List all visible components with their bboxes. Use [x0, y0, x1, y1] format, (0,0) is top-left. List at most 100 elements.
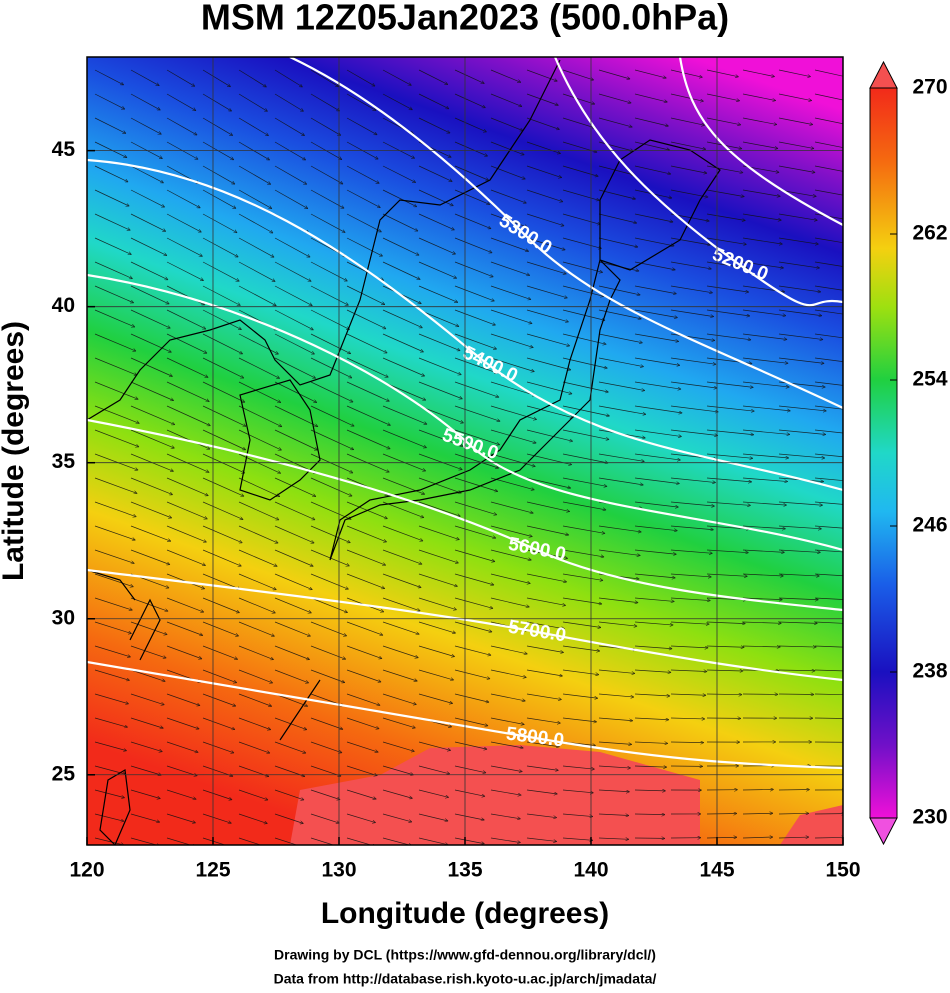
wind-arrow [238, 93, 268, 111]
wind-arrow [274, 309, 313, 331]
wind-arrow [598, 525, 641, 532]
wind-arrow [346, 741, 378, 752]
wind-arrow [526, 285, 568, 298]
wind-arrow [418, 237, 456, 254]
wind-arrow [778, 453, 825, 458]
wind-arrow [490, 333, 533, 348]
wind-arrow [742, 333, 787, 339]
wind-arrow [490, 597, 529, 607]
wind-arrow [670, 261, 712, 269]
wind-arrow [166, 501, 207, 519]
wind-vectors [94, 69, 843, 845]
wind-arrow [130, 117, 161, 135]
wind-arrow [778, 597, 818, 600]
wind-arrow [670, 501, 715, 506]
wind-arrow [202, 693, 236, 706]
wind-arrow [562, 309, 605, 320]
wind-arrow [778, 837, 809, 838]
wind-arrow [742, 405, 790, 411]
wind-arrow [454, 621, 492, 632]
wind-arrow [418, 621, 456, 633]
wind-arrow [562, 501, 606, 510]
wind-arrow [562, 621, 601, 628]
wind-arrow [454, 309, 496, 325]
wind-arrow [670, 69, 703, 77]
y-axis-label: Latitude (degrees) [0, 321, 30, 581]
wind-arrow [814, 237, 843, 244]
wind-arrow [166, 477, 208, 496]
wind-arrow [310, 477, 352, 496]
wind-arrow [202, 453, 245, 473]
wind-arrow [202, 333, 243, 355]
wind-arrow [670, 141, 706, 149]
wind-arrow [706, 237, 747, 244]
wind-arrow [778, 237, 819, 244]
wind-arrow [166, 813, 196, 823]
wind-arrow [310, 93, 340, 111]
wind-arrow [346, 621, 383, 635]
wind-arrow [742, 549, 785, 552]
wind-arrow [274, 525, 314, 543]
wind-arrow [454, 213, 491, 229]
wind-arrow [166, 525, 207, 542]
wind-arrow [94, 477, 137, 493]
wind-arrow [454, 357, 498, 373]
contour-line [553, 57, 843, 307]
wind-arrow [598, 765, 631, 768]
wind-arrow [490, 717, 524, 724]
wind-arrow [454, 813, 484, 820]
wind-arrow [418, 213, 455, 230]
wind-arrow [238, 261, 275, 282]
wind-arrow [706, 429, 754, 435]
wind-arrow [598, 213, 637, 223]
wind-arrow [742, 141, 778, 149]
wind-arrow [346, 549, 386, 565]
wind-arrow [634, 717, 669, 720]
wind-arrow [598, 597, 638, 603]
wind-arrow [166, 117, 197, 135]
wind-arrow [310, 117, 341, 135]
wind-arrow [562, 765, 595, 769]
wind-arrow [130, 789, 160, 799]
colorbar-tick-label: 270 [912, 76, 947, 99]
wind-arrow [202, 429, 246, 450]
wind-arrow [490, 93, 522, 107]
wind-arrow [310, 837, 340, 845]
wind-arrow [346, 405, 391, 425]
x-tick-label: 135 [447, 859, 482, 882]
wind-arrow [778, 573, 820, 576]
wind-arrow [526, 813, 557, 818]
wind-arrow [418, 789, 449, 797]
wind-arrow [166, 333, 207, 353]
wind-arrow [202, 549, 241, 566]
wind-arrow [346, 813, 376, 823]
wind-arrow [238, 429, 282, 450]
title: MSM 12Z05Jan2023 (500.0hPa) [201, 0, 729, 38]
wind-arrow [598, 717, 633, 721]
wind-arrow [598, 789, 630, 792]
wind-arrow [238, 237, 274, 257]
y-tick-label: 45 [52, 138, 76, 161]
wind-arrow [490, 405, 537, 420]
wind-arrow [418, 357, 461, 375]
wind-arrow [238, 645, 274, 660]
wind-arrow [814, 717, 843, 719]
axes: 120 125 130 135 140 145 150 25 30 35 40 45 [52, 138, 861, 881]
wind-arrow [166, 837, 196, 845]
wind-arrow [562, 213, 601, 224]
wind-arrow [454, 501, 497, 515]
wind-arrow [598, 237, 638, 247]
wind-arrow [526, 165, 562, 178]
wind-arrow [526, 477, 571, 488]
wind-arrow [742, 357, 788, 363]
wind-arrow [454, 549, 495, 562]
wind-arrow [274, 501, 315, 520]
coastline [329, 258, 621, 561]
wind-arrow [274, 597, 312, 613]
wind-arrow [346, 693, 380, 705]
wind-arrow [238, 597, 276, 613]
wind-arrow [670, 429, 718, 435]
wind-arrow [490, 693, 525, 701]
wind-arrow [454, 405, 500, 421]
wind-arrow [274, 645, 310, 660]
